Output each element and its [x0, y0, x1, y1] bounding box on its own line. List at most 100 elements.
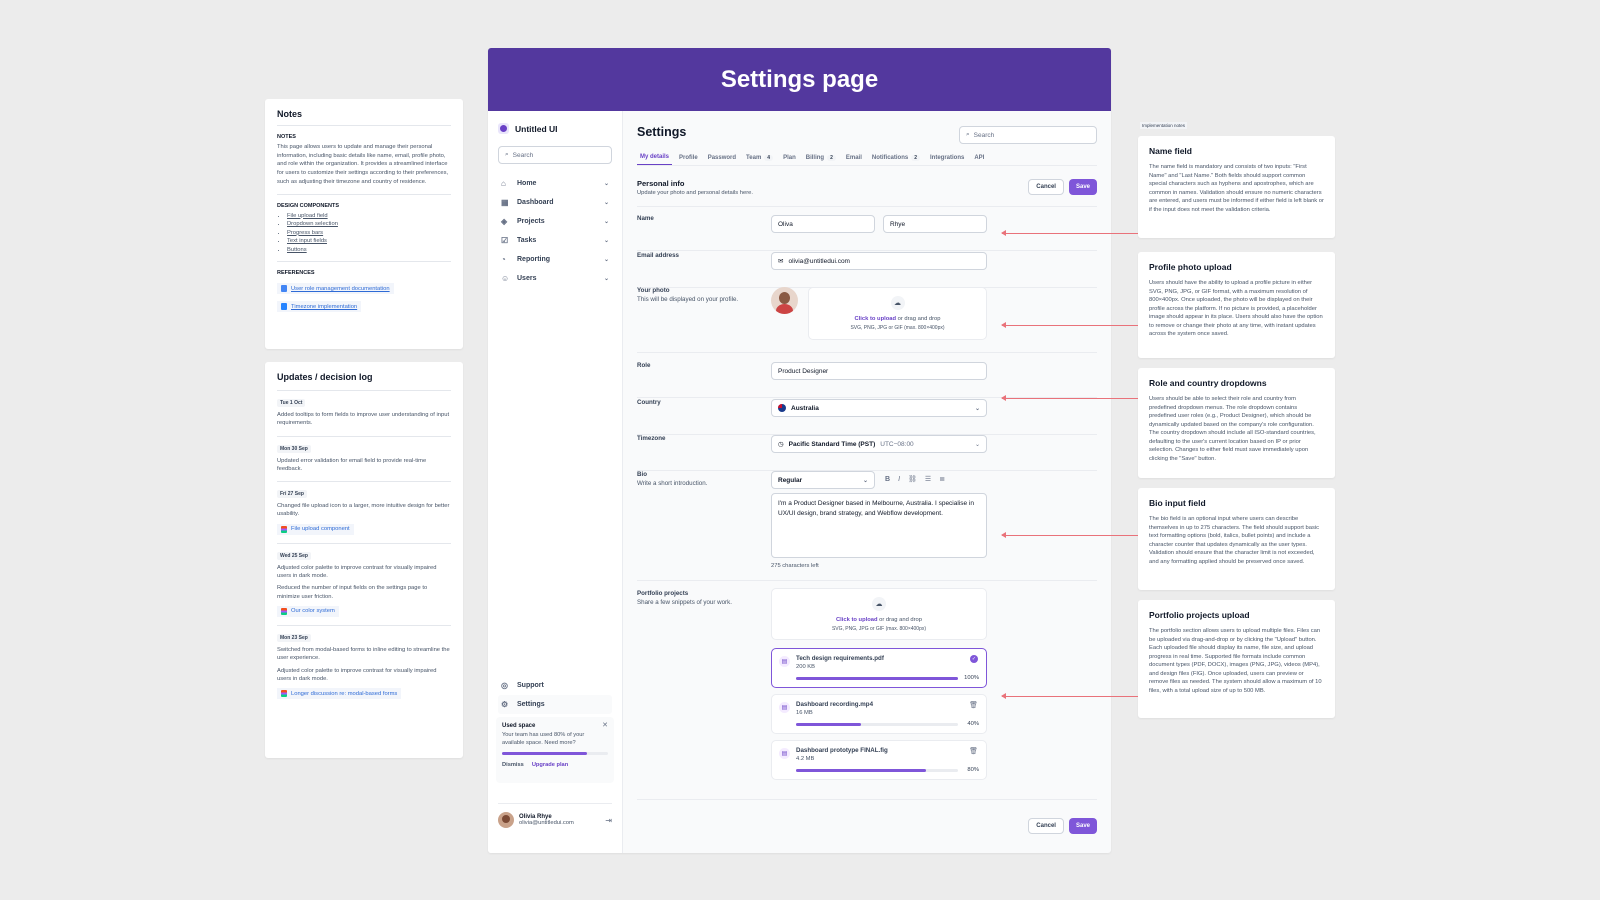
tab-integrations[interactable]: Integrations [927, 150, 967, 165]
tab-profile[interactable]: Profile [676, 150, 701, 165]
chevron-down-icon[interactable]: ⌄ [603, 200, 609, 206]
cancel-button[interactable]: Cancel [1028, 179, 1064, 195]
save-button[interactable]: Save [1068, 179, 1097, 195]
tasks-icon: ☑ [501, 236, 509, 245]
sidebar-item-users[interactable]: ☺ Users ⌄ [498, 269, 612, 288]
link-icon[interactable]: ⛓ [908, 476, 917, 483]
file-name: Dashboard prototype FINAL.fig [796, 747, 888, 754]
tab-plan[interactable]: Plan [780, 150, 799, 165]
annotation-arrow [1001, 230, 1138, 236]
cancel-button[interactable]: Cancel [1028, 818, 1064, 834]
update-link[interactable]: Longer discussion re: modal-based forms [277, 688, 402, 700]
sidebar-search-input[interactable]: ⌕ Search [498, 146, 612, 164]
chevron-down-icon: ⌄ [862, 477, 868, 484]
sidebar-item-label: Reporting [517, 256, 551, 263]
design-item-link[interactable]: Progress bars [287, 229, 324, 236]
impl-card-photo: Profile photo upload Users should have th… [1138, 252, 1335, 358]
brand[interactable]: Untitled UI [498, 123, 612, 134]
update-link[interactable]: File upload component [277, 523, 354, 535]
role-field[interactable]: Product Designer [771, 362, 987, 380]
timezone-select[interactable]: ◷ Pacific Standard Time (PST) UTC−08:00 ⌄ [771, 435, 987, 453]
uploaded-file[interactable]: ▤ Dashboard recording.mp4 16 MB 40% 🗑 [771, 694, 987, 734]
annotation-arrow [1001, 322, 1138, 328]
tab-billing[interactable]: Billing 2 [803, 150, 839, 165]
chevron-down-icon[interactable]: ⌄ [603, 238, 609, 244]
sidebar-item-label: Dashboard [517, 199, 554, 206]
tab-my-details[interactable]: My details [637, 150, 673, 165]
first-name-value: Oliva [778, 220, 793, 228]
bold-icon[interactable]: B [885, 475, 891, 483]
update-link-label: Our color system [291, 608, 335, 615]
text-style-select[interactable]: Regular ⌄ [771, 471, 875, 489]
reference-link[interactable]: User role management documentation [277, 283, 394, 295]
country-select[interactable]: Australia ⌄ [771, 399, 987, 417]
search-placeholder: Search [973, 131, 995, 139]
tab-label: API [974, 154, 985, 161]
sidebar-item-reporting[interactable]: ◔ Reporting ⌄ [498, 250, 612, 269]
trash-icon[interactable]: 🗑 [969, 748, 978, 755]
tab-team[interactable]: Team 4 [743, 150, 776, 165]
annotation-arrow [1001, 532, 1138, 538]
italic-icon[interactable]: I [898, 475, 901, 483]
impl-card-title: Bio input field [1149, 498, 1206, 508]
tab-email[interactable]: Email [843, 150, 865, 165]
chevron-down-icon[interactable]: ⌄ [603, 181, 609, 187]
tab-label: Email [845, 154, 862, 161]
impl-card-text: The bio field is an optional input where… [1149, 516, 1320, 565]
impl-card-title: Profile photo upload [1149, 262, 1232, 272]
portfolio-upload-dropzone[interactable]: ☁ Click to upload or drag and drop SVG, … [771, 588, 987, 640]
update-text: Adjusted color palette to improve contra… [277, 667, 437, 682]
main-search-input[interactable]: ⌕ Search [959, 126, 1097, 144]
name-label: Name [637, 215, 654, 222]
annotation-arrow [1001, 693, 1138, 699]
chevron-down-icon[interactable]: ⌄ [603, 257, 609, 263]
design-item-link[interactable]: Text input fields [287, 238, 327, 245]
tab-api[interactable]: API [971, 150, 987, 165]
sidebar-item-label: Projects [517, 218, 545, 225]
update-date: Mon 30 Sep [277, 444, 311, 453]
click-to-upload-link[interactable]: Click to upload [835, 617, 878, 623]
sidebar-item-tasks[interactable]: ☑ Tasks ⌄ [498, 231, 612, 250]
bio-textarea[interactable]: I'm a Product Designer based in Melbourn… [771, 493, 987, 558]
photo-upload-dropzone[interactable]: ☁ Click to upload or drag and drop SVG, … [808, 287, 987, 340]
uploaded-file[interactable]: ▤ Dashboard prototype FINAL.fig 4.2 MB 8… [771, 740, 987, 780]
uploaded-file[interactable]: ▤ Tech design requirements.pdf 200 KB 10… [771, 648, 987, 688]
sidebar-item-projects[interactable]: ◈ Projects ⌄ [498, 212, 612, 231]
clock-icon: ◷ [778, 441, 784, 448]
design-item-link[interactable]: Buttons [287, 246, 307, 253]
sidebar-item-support[interactable]: ◎ Support [498, 676, 612, 695]
tab-count-badge: 2 [911, 154, 920, 161]
update-link[interactable]: Our color system [277, 605, 339, 617]
click-to-upload-link[interactable]: Click to upload [854, 316, 897, 322]
update-text: Added tooltips to form fields to improve… [277, 412, 450, 427]
design-item-link[interactable]: Dropdown selection [287, 221, 338, 228]
bullet-list-icon[interactable]: ☰ [924, 476, 932, 483]
numbered-list-icon[interactable]: ≣ [939, 476, 946, 483]
tab-password[interactable]: Password [705, 150, 739, 165]
gear-icon: ⚙ [501, 700, 509, 709]
sidebar-item-settings[interactable]: ⚙ Settings [498, 695, 612, 714]
figma-icon [281, 607, 287, 615]
email-field[interactable]: ✉ olivia@untitledui.com [771, 252, 987, 270]
chevron-down-icon[interactable]: ⌄ [603, 276, 609, 282]
reference-link[interactable]: Timezone implementation [277, 301, 362, 313]
sidebar-item-home[interactable]: ⌂ Home ⌄ [498, 174, 612, 193]
trash-icon[interactable]: 🗑 [969, 702, 978, 709]
first-name-field[interactable]: Oliva [771, 215, 875, 233]
tab-count-badge: 4 [764, 154, 774, 161]
avatar[interactable] [498, 812, 514, 828]
sidebar-item-dashboard[interactable]: ▦ Dashboard ⌄ [498, 193, 612, 212]
tab-notifications[interactable]: Notifications 2 [869, 150, 923, 165]
close-icon[interactable]: ✕ [602, 722, 608, 729]
user-name: Olivia Rhye [519, 814, 552, 820]
chevron-down-icon[interactable]: ⌄ [603, 219, 609, 225]
design-item: Buttons [287, 246, 451, 255]
tab-count-badge: 2 [827, 154, 836, 161]
design-item-link[interactable]: File upload field [287, 212, 328, 219]
reference-label: User role management documentation [291, 285, 390, 292]
upgrade-plan-button[interactable]: Upgrade plan [531, 762, 569, 768]
dismiss-button[interactable]: Dismiss [502, 762, 524, 768]
logout-icon[interactable]: ⇥ [605, 815, 612, 825]
save-button[interactable]: Save [1068, 818, 1097, 834]
last-name-field[interactable]: Rhye [883, 215, 987, 233]
